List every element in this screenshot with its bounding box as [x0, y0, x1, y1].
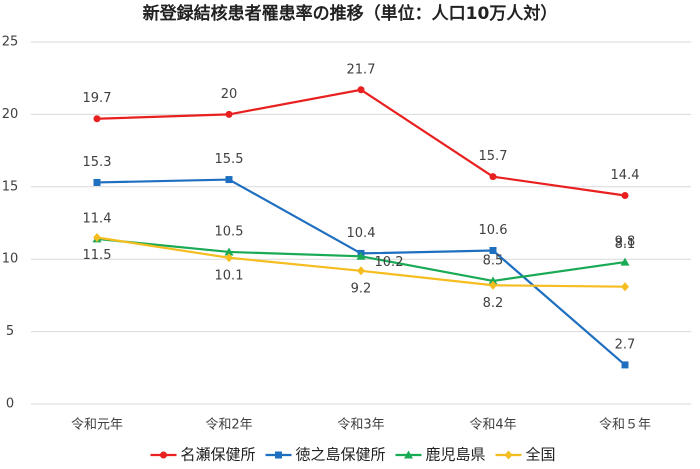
marker — [93, 178, 101, 186]
marker — [357, 266, 365, 276]
y-tick-label: 5 — [6, 324, 14, 339]
y-tick-label: 10 — [2, 252, 19, 267]
data-label: 11.5 — [83, 248, 112, 263]
marker — [620, 257, 630, 266]
marker — [93, 232, 101, 242]
marker — [224, 247, 234, 256]
data-label: 15.3 — [83, 155, 112, 170]
series: 11.5 10.1 9.2 8.2 8.1 — [83, 232, 636, 311]
marker — [489, 280, 497, 290]
marker — [356, 251, 366, 260]
marker — [93, 115, 101, 123]
data-label: 8.5 — [483, 253, 504, 268]
y-tick-label: 20 — [2, 107, 19, 122]
marker — [489, 173, 497, 181]
series: 11.4 10.5 10.2 8.5 9.8 — [83, 211, 636, 285]
data-label: 10.6 — [479, 223, 508, 238]
series: 15.3 15.5 10.4 10.6 2.7 — [83, 152, 636, 369]
marker — [225, 110, 233, 118]
x-tick-label: 令和５年 — [599, 418, 651, 433]
x-tick-label: 令和3年 — [337, 418, 384, 433]
x-tick-label: 令和2年 — [205, 418, 252, 433]
data-label: 10.1 — [215, 268, 244, 283]
line — [96, 236, 626, 288]
data-label: 11.4 — [83, 211, 112, 226]
data-label: 10.4 — [347, 226, 376, 241]
legend-marker — [504, 450, 513, 460]
data-label: 15.7 — [479, 149, 508, 164]
data-label: 15.5 — [215, 152, 244, 167]
legend-label: 名瀬保健所 — [181, 446, 256, 464]
chart-title: 新登録結核患者罹患率の推移（単位：人口10万人対） — [143, 3, 558, 24]
data-label: 8.1 — [615, 237, 636, 252]
data-label: 10.5 — [215, 224, 244, 239]
legend: 名瀬保健所 徳之島保健所 鹿児島県 全国 — [150, 446, 556, 464]
legend-label: 全国 — [526, 446, 556, 464]
y-tick-label: 0 — [6, 397, 14, 412]
data-label: 9.8 — [615, 235, 636, 250]
y-tick-label: 25 — [2, 35, 19, 50]
data-label: 21.7 — [347, 62, 376, 77]
legend-marker — [404, 450, 413, 459]
marker — [489, 247, 497, 255]
legend-marker — [160, 451, 167, 459]
data-label: 2.7 — [615, 337, 636, 352]
data-label: 19.7 — [83, 91, 112, 106]
legend-marker — [275, 451, 282, 459]
data-label: 9.2 — [351, 281, 372, 296]
marker — [621, 361, 629, 369]
data-label: 14.4 — [611, 168, 640, 183]
marker — [488, 276, 498, 285]
marker — [225, 253, 233, 263]
marker — [357, 86, 365, 94]
marker — [621, 282, 629, 292]
y-tick-label: 15 — [2, 179, 19, 194]
data-label: 10.2 — [375, 255, 404, 270]
x-tick-label: 令和元年 — [71, 418, 123, 433]
marker — [621, 191, 629, 199]
data-label: 20 — [221, 87, 238, 102]
legend-label: 鹿児島県 — [426, 446, 486, 464]
marker — [225, 176, 233, 184]
series: 19.7 20 21.7 15.7 14.4 — [83, 62, 640, 199]
legend-label: 徳之島保健所 — [296, 446, 386, 464]
data-label: 8.2 — [483, 296, 504, 311]
x-tick-label: 令和4年 — [469, 418, 516, 433]
